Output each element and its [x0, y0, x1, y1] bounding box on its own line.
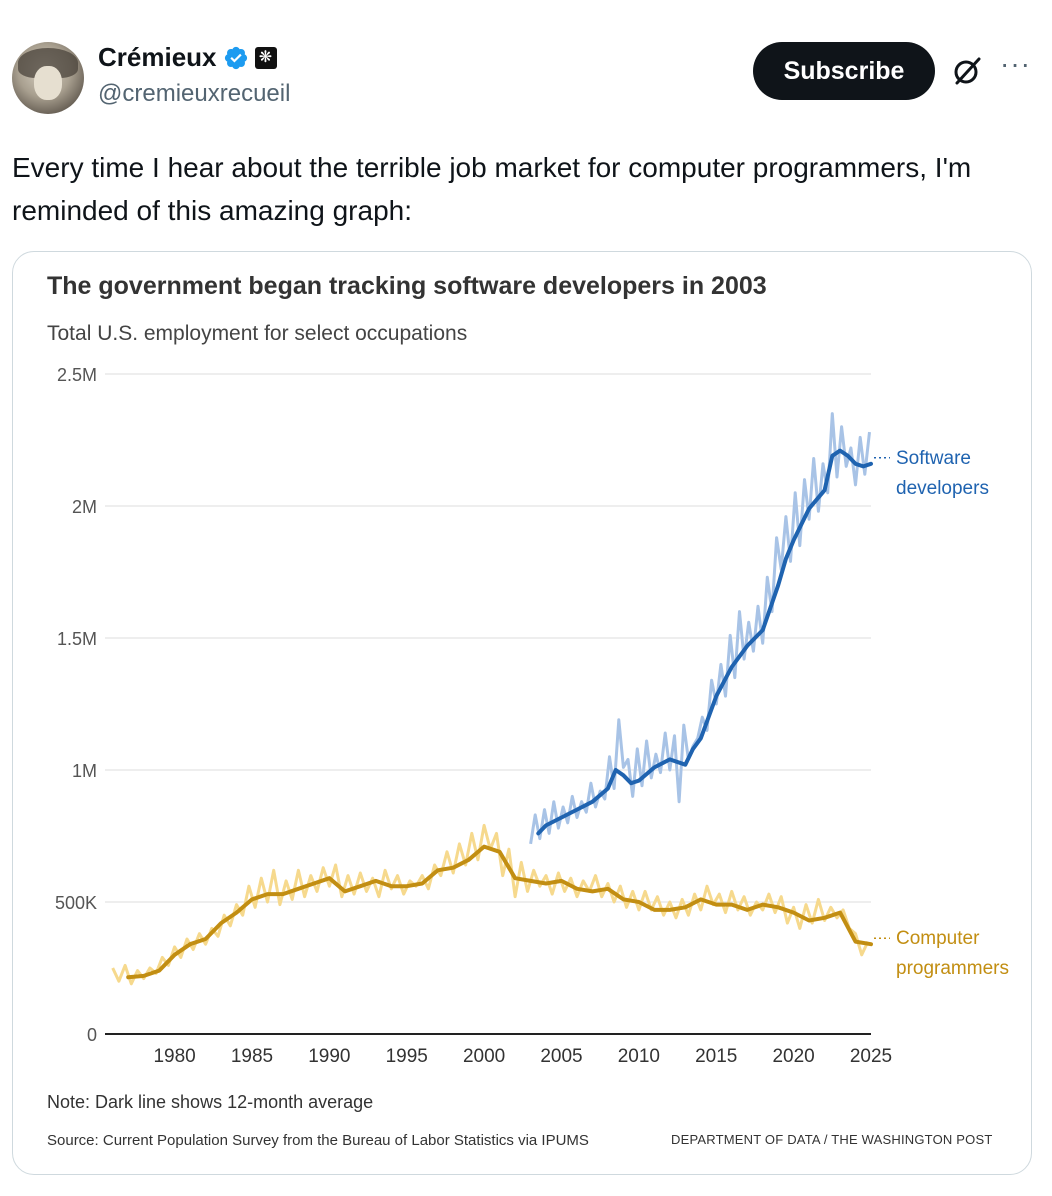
verified-badge-icon[interactable]	[223, 45, 249, 71]
avatar[interactable]	[12, 42, 84, 114]
chart-note: Note: Dark line shows 12-month average	[47, 1092, 374, 1112]
tweet-header: Crémieux ❋ @cremieuxrecueil Subscribe ··…	[12, 40, 1042, 120]
x-tick-label-1: 1985	[231, 1046, 273, 1067]
employment-chart: 0 500K 1M 1.5M 2M 2.5M 1980 1985 1990 1995 2000 200…	[55, 365, 1009, 1067]
x-tick-label-5: 2005	[540, 1046, 582, 1067]
chart-subtitle: Total U.S. employment for select occupat…	[47, 322, 468, 345]
x-tick-label-7: 2015	[695, 1046, 737, 1067]
chart-source: Source: Current Population Survey from t…	[47, 1132, 589, 1149]
chart-credit: DEPARTMENT OF DATA / THE WASHINGTON POST	[671, 1132, 993, 1147]
y-tick-label-2: 1M	[72, 761, 97, 781]
computer-programmers-average-line	[126, 844, 873, 980]
chart-title: The government began tracking software d…	[47, 272, 767, 300]
software-developers-label-line-0: Software	[896, 448, 971, 469]
name-row: Crémieux ❋	[98, 42, 277, 73]
software-developers-monthly-line	[529, 412, 871, 845]
y-tick-label-1: 500K	[55, 893, 97, 913]
y-tick-label-3: 1.5M	[57, 629, 97, 649]
y-tick-label-0: 0	[87, 1025, 97, 1045]
author-name[interactable]: Crémieux	[98, 42, 217, 72]
y-tick-label-5: 2.5M	[57, 365, 97, 385]
chart-card[interactable]: The government began tracking software d…	[12, 251, 1032, 1175]
software-developers-average-line	[536, 448, 873, 836]
x-tick-label-9: 2025	[850, 1046, 892, 1067]
x-tick-label-6: 2010	[618, 1046, 660, 1067]
software-developers-label-line-1: developers	[896, 478, 989, 499]
subscribe-button[interactable]: Subscribe	[753, 42, 935, 100]
flower-badge-icon[interactable]: ❋	[254, 46, 277, 69]
x-tick-label-3: 1995	[386, 1046, 428, 1067]
y-tick-label-4: 2M	[72, 497, 97, 517]
computer-programmers-label-line-0: Computer	[896, 928, 980, 949]
author-handle[interactable]: @cremieuxrecueil	[98, 80, 291, 107]
x-tick-label-8: 2020	[772, 1046, 814, 1067]
grok-icon[interactable]	[952, 56, 982, 86]
more-options-icon[interactable]: ···	[1000, 48, 1031, 79]
computer-programmers-label-line-1: programmers	[896, 958, 1009, 979]
tweet-text: Every time I hear about the terrible job…	[12, 152, 972, 226]
x-tick-label-4: 2000	[463, 1046, 505, 1067]
x-tick-label-2: 1990	[308, 1046, 350, 1067]
x-tick-label-0: 1980	[153, 1046, 195, 1067]
